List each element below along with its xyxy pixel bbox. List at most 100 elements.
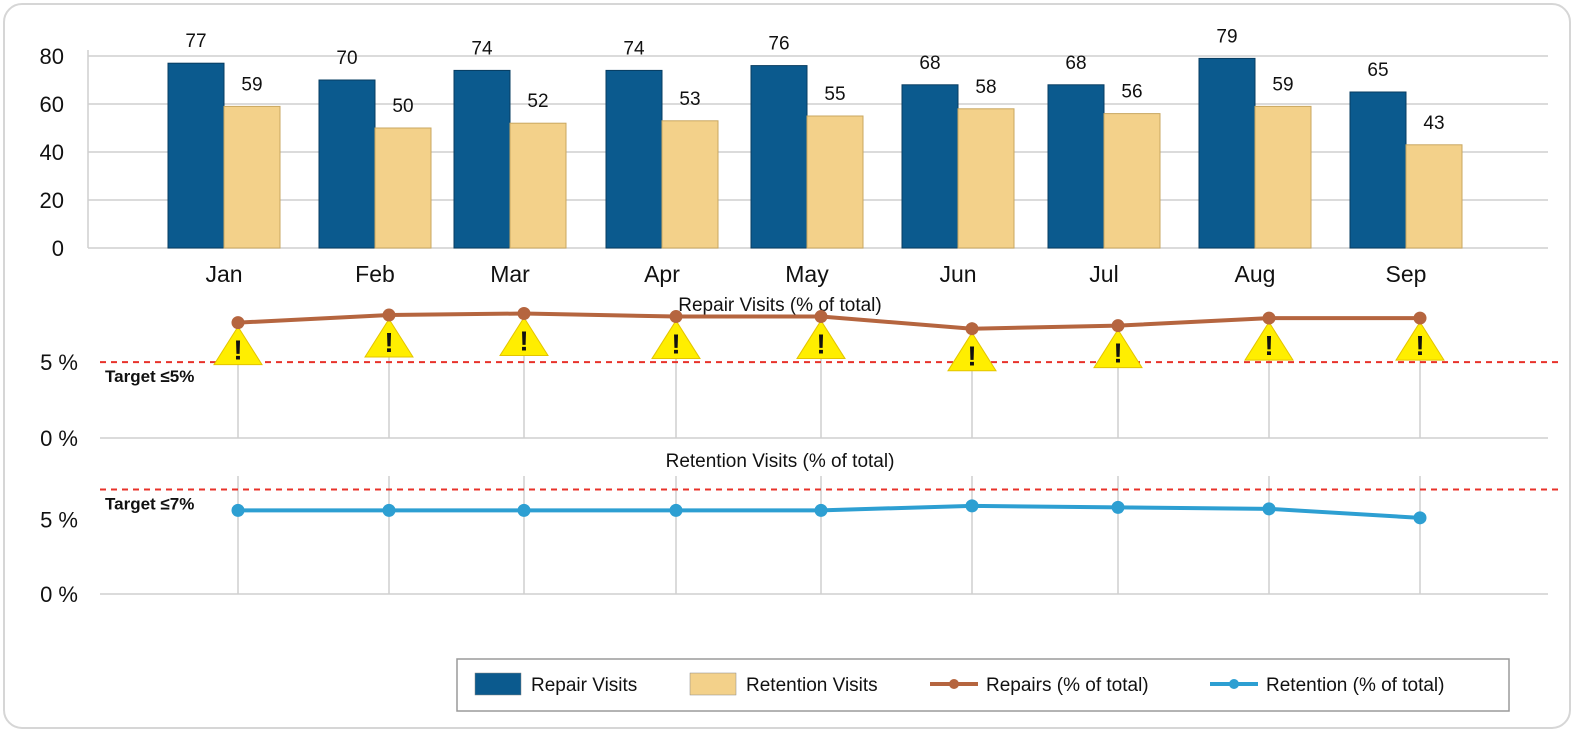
- retention-percent-panel: Retention Visits (% of total) 0 % 5 % Targe…: [40, 451, 1560, 607]
- retention-visits-value-label: 55: [824, 84, 845, 105]
- series-point: [382, 308, 396, 322]
- repair-visits-bar: [750, 65, 808, 249]
- bar-y-tick-label: 40: [40, 140, 64, 165]
- warning-mark: !: [967, 341, 976, 372]
- warning-mark: !: [384, 327, 393, 358]
- warning-triangle: [1395, 321, 1445, 361]
- series-point: [814, 503, 828, 517]
- panel-title: Retention Visits (% of total): [666, 451, 895, 472]
- legend-marker: [949, 679, 959, 689]
- warning-mark: !: [1415, 330, 1424, 361]
- series-point: [517, 307, 531, 321]
- series-point: [965, 499, 979, 513]
- warning-icon: !: [796, 319, 846, 360]
- bar-y-tick-label: 80: [40, 44, 64, 69]
- series-point: [1111, 500, 1125, 514]
- retention-visits-bar: [1254, 105, 1312, 249]
- legend-box: [456, 658, 1510, 712]
- warning-triangle: [213, 325, 263, 366]
- month-label: Jun: [939, 261, 976, 287]
- month-label: Sep: [1386, 261, 1427, 287]
- warning-icon: !: [1244, 321, 1294, 361]
- warning-triangle: [364, 318, 414, 358]
- series-point: [382, 503, 396, 517]
- series-point: [231, 503, 245, 517]
- repair-visits-bar: [901, 84, 959, 249]
- warning-mark: !: [1264, 330, 1273, 361]
- repair-visits-bar: [1349, 91, 1407, 249]
- retention-visits-bar: [661, 120, 719, 249]
- series-point: [965, 322, 979, 336]
- retention-visits-bar: [1405, 144, 1463, 249]
- legend: Repair Visits Retention Visits Repairs (% …: [456, 658, 1510, 712]
- legend-marker: [1229, 679, 1239, 689]
- legend-label: Repair Visits: [531, 675, 637, 696]
- series-point: [1413, 311, 1427, 325]
- month-label: Mar: [490, 261, 530, 287]
- month-label: Aug: [1235, 261, 1276, 287]
- legend-swatch: [689, 672, 737, 696]
- retention-visits-value-label: 59: [241, 74, 262, 95]
- repair-visits-value-label: 74: [623, 38, 645, 59]
- warning-icon: !: [499, 316, 549, 357]
- month-label: Feb: [355, 261, 395, 287]
- repair-visits-bar: [1047, 84, 1105, 249]
- retention-visits-value-label: 50: [392, 96, 413, 117]
- month-label: Apr: [644, 261, 680, 287]
- retention-visits-bar: [223, 105, 281, 249]
- series-point: [231, 316, 245, 330]
- warning-triangle: [796, 319, 846, 360]
- retention-visits-bar: [1103, 113, 1161, 249]
- repair-visits-value-label: 79: [1216, 26, 1237, 47]
- target-label: Target ≤7%: [105, 494, 194, 513]
- warning-mark: !: [816, 329, 825, 360]
- panel-title: Repair Visits (% of total): [678, 295, 881, 316]
- series-point: [1262, 311, 1276, 325]
- month-label: Jan: [205, 261, 242, 287]
- series-point: [1111, 319, 1125, 333]
- retention-visits-bar: [374, 127, 432, 249]
- series-point: [814, 310, 828, 324]
- warning-triangle: [947, 331, 997, 372]
- repair-visits-value-label: 68: [919, 53, 940, 74]
- retention-visits-bar: [509, 122, 567, 249]
- repair-visits-bar: [453, 69, 511, 249]
- repair-visits-value-label: 65: [1367, 60, 1388, 81]
- warning-icon: !: [1395, 321, 1445, 361]
- panel-y-tick-label: 5 %: [40, 350, 78, 375]
- warning-triangle: [1093, 328, 1143, 369]
- retention-visits-bar: [806, 115, 864, 249]
- retention-visits-value-label: 56: [1121, 82, 1142, 103]
- warning-icon: !: [1093, 328, 1143, 369]
- bar-y-tick-label: 20: [40, 188, 64, 213]
- panel-y-tick-label: 0 %: [40, 582, 78, 607]
- warning-mark: !: [233, 335, 242, 366]
- retention-visits-value-label: 52: [527, 91, 548, 112]
- retention-visits-bar: [957, 108, 1015, 249]
- legend-label: Retention Visits: [746, 675, 878, 696]
- legend-label: Retention (% of total): [1266, 675, 1444, 696]
- month-label: Jul: [1089, 261, 1118, 287]
- series-point: [1413, 511, 1427, 525]
- repair-visits-bar: [1198, 57, 1256, 249]
- bar-chart-panel: 0 20 40 60 80 77 59 Jan 70 50 Feb 74 52 Mar 74 53 Apr 76 5…: [40, 26, 1548, 287]
- retention-visits-value-label: 58: [975, 77, 996, 98]
- bar-y-tick-label: 0: [52, 236, 64, 261]
- series-point: [669, 310, 683, 324]
- repair-visits-value-label: 77: [185, 31, 206, 52]
- warning-icon: !: [651, 319, 701, 360]
- warning-icon: !: [947, 331, 997, 372]
- series-point: [1262, 502, 1276, 516]
- repair-visits-bar: [318, 79, 376, 249]
- retention-visits-value-label: 53: [679, 89, 700, 110]
- repair-visits-value-label: 74: [471, 38, 493, 59]
- repair-visits-value-label: 70: [336, 48, 357, 69]
- repair-percent-panel: Repair Visits (% of total) 0 % 5 % Target ≤…: [40, 295, 1560, 451]
- series-point: [517, 503, 531, 517]
- warning-triangle: [499, 316, 549, 357]
- retention-visits-value-label: 59: [1272, 74, 1293, 95]
- month-label: May: [785, 261, 829, 287]
- repair-visits-bar: [167, 62, 225, 249]
- warning-icon: !: [213, 325, 263, 366]
